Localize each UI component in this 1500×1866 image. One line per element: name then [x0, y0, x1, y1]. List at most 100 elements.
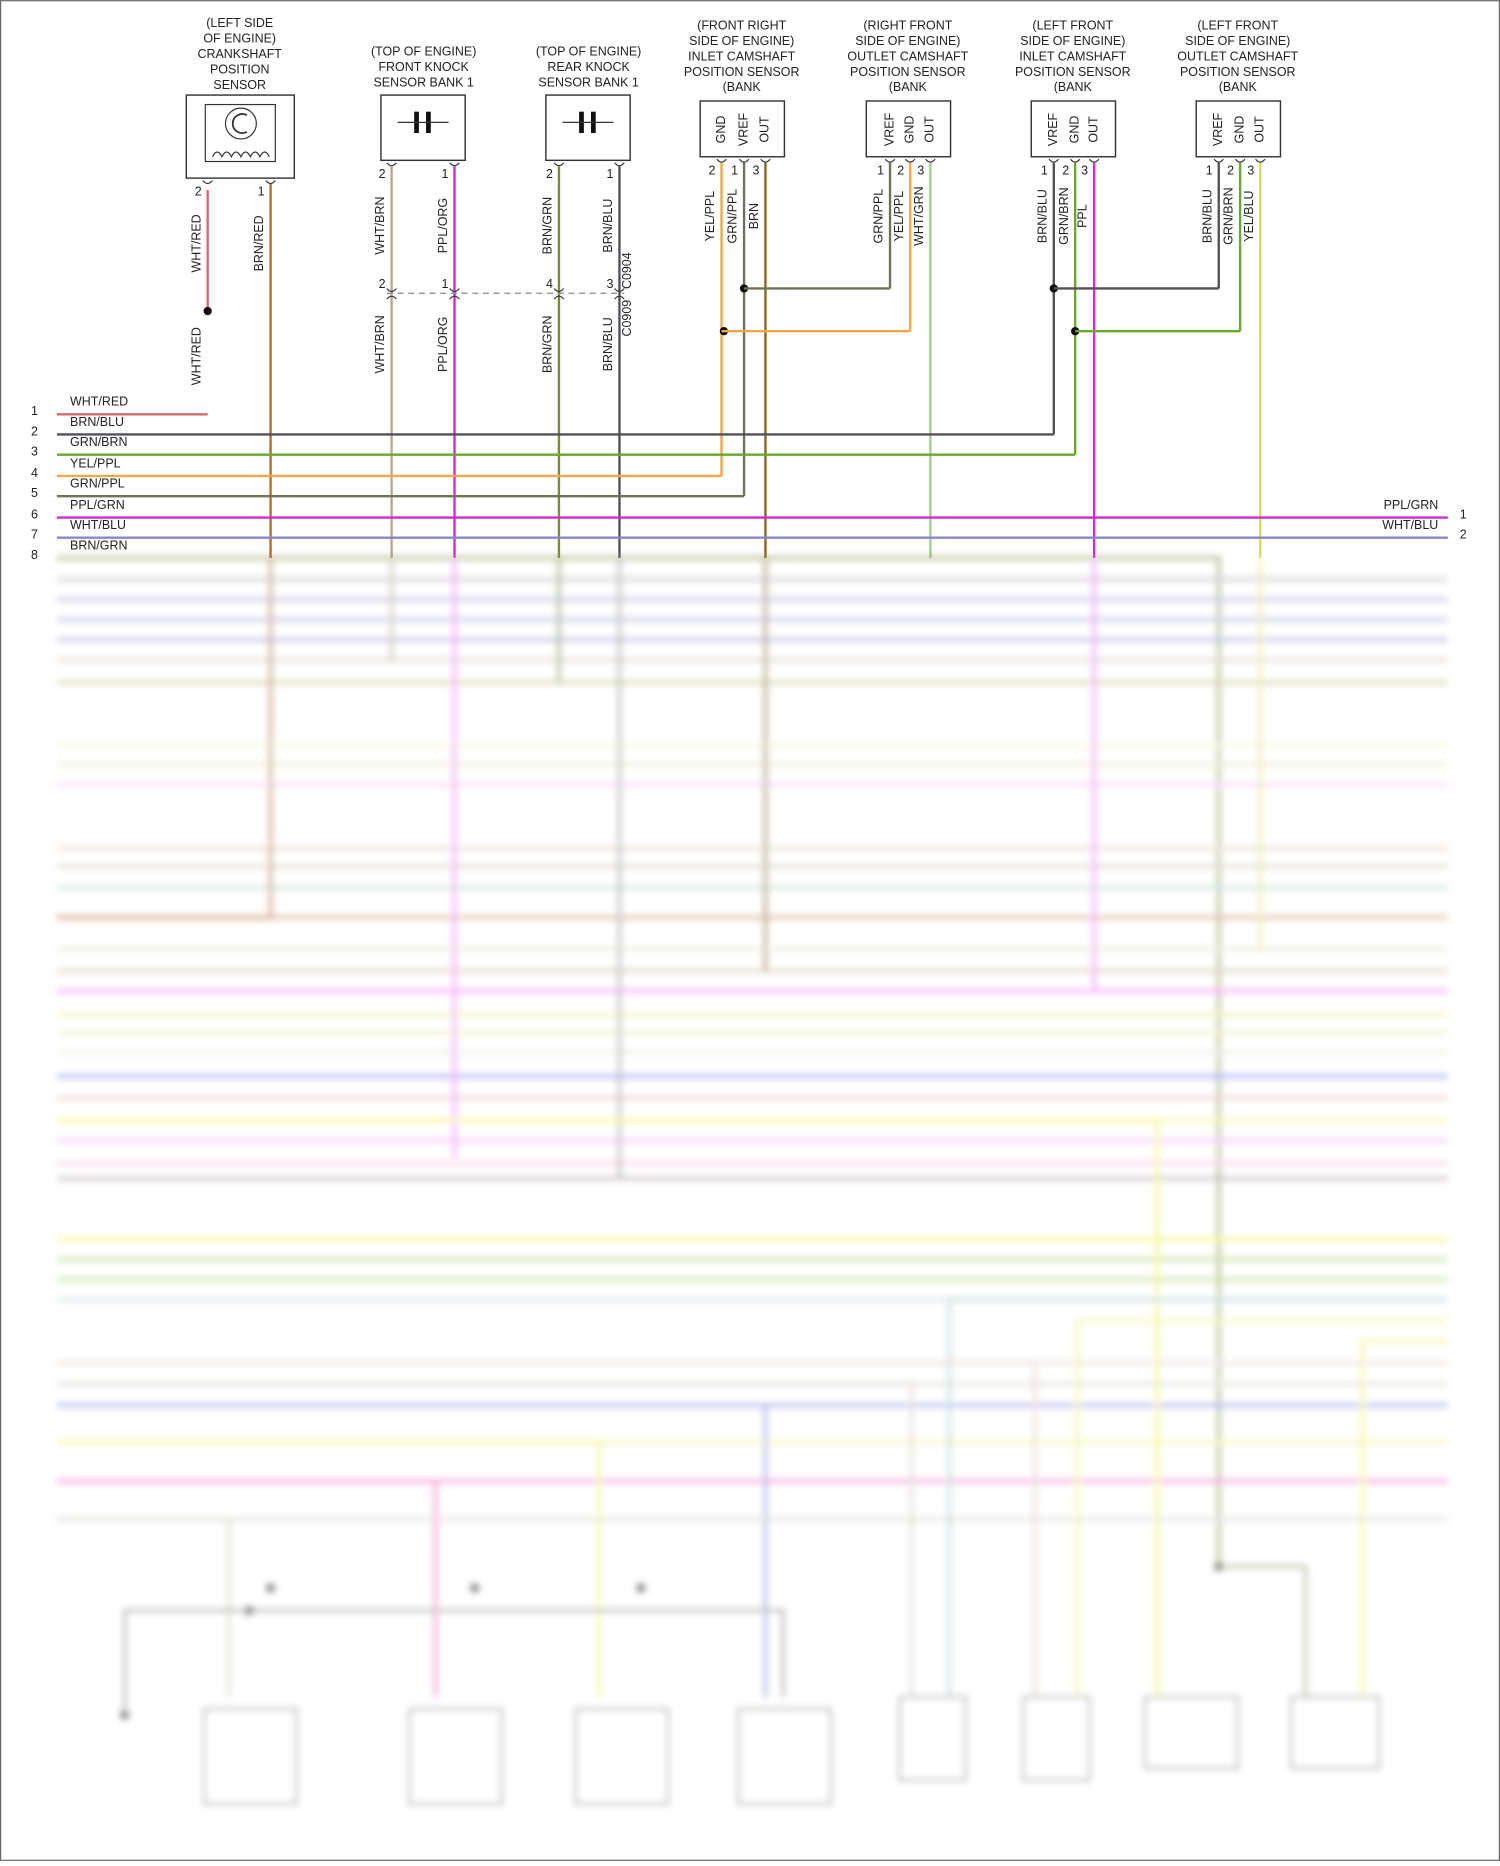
blurred-wire: [122, 1608, 786, 1715]
sensor-label: SENSOR BANK 1: [373, 75, 473, 89]
pin-terminal: [614, 162, 625, 167]
blurred-component: [1143, 1695, 1239, 1770]
sensor-box: [380, 94, 466, 162]
sensor-label: POSITION SENSOR: [684, 65, 800, 79]
wire-label: WHT/RED: [70, 395, 128, 409]
sensor-label: POSITION: [210, 62, 270, 76]
sensor-label: (LEFT FRONT: [1197, 19, 1278, 33]
pin-number: 2: [546, 167, 553, 181]
blurred-component: [574, 1707, 670, 1806]
blurred-component: [1021, 1695, 1091, 1782]
wire-label: BRN/BLU: [1200, 189, 1214, 243]
pin-terminal: [904, 158, 916, 163]
pin-number: 2: [1062, 163, 1069, 177]
blurred-wire: [56, 557, 273, 920]
sensor-label: (LEFT SIDE: [206, 16, 273, 30]
blurred-wire: [1075, 1319, 1448, 1698]
pin-terminal: [202, 180, 213, 185]
sensor-label: CRANKSHAFT: [198, 47, 283, 61]
blurred-wire: [56, 1360, 1037, 1698]
sensor-label: INLET CAMSHAFT: [1019, 49, 1126, 63]
pin-terminal: [1048, 158, 1060, 163]
pin-number: 2: [1227, 163, 1234, 177]
pin-number: 2: [709, 163, 716, 177]
blurred-wire: [1218, 1564, 1308, 1698]
pin-terminal: [449, 288, 460, 300]
wire-label: PPL: [1076, 204, 1090, 228]
blurred-dot: [469, 1583, 480, 1593]
blurred-component: [736, 1707, 832, 1806]
pin-terminal: [738, 158, 750, 163]
coil: [211, 151, 270, 159]
wire-label: PPL/ORG: [436, 317, 450, 372]
wire-label: BRN: [747, 203, 761, 229]
pin-terminal: [1255, 158, 1266, 163]
pin-terminal: [1088, 158, 1100, 163]
blurred-component: [1289, 1695, 1381, 1770]
pin-number: 4: [546, 277, 553, 291]
wire-label: BRN/BLU: [70, 415, 124, 429]
sensor-label: OUTLET CAMSHAFT: [1177, 49, 1298, 63]
sensor-label: REAR KNOCK: [547, 60, 630, 74]
pin-number: 3: [606, 277, 613, 291]
pin-name: GND: [1067, 116, 1081, 144]
pin-number: 1: [31, 404, 38, 418]
sensor-label: (TOP OF ENGINE): [536, 45, 641, 59]
pin-terminal: [925, 158, 936, 163]
pin-name: VREF: [1211, 112, 1225, 146]
sensor-box: [1195, 100, 1282, 158]
connector-name: C0904: [620, 252, 634, 289]
connector-name: C0909: [620, 300, 634, 337]
wire-label: WHT/RED: [189, 214, 203, 272]
pin-number: 1: [1460, 507, 1467, 521]
sensor-body: [204, 103, 276, 163]
pin-number: 3: [917, 163, 924, 177]
pin-name: OUT: [758, 116, 772, 143]
sensor-label: SIDE OF ENGINE): [1185, 34, 1290, 48]
sensor-icon: [231, 113, 248, 134]
wire-label: BRN/RED: [252, 215, 266, 271]
sensor-label: SIDE OF ENGINE): [855, 34, 960, 48]
sensor-label: (RIGHT FRONT: [863, 19, 952, 33]
wire-label: WHT/BRN: [373, 197, 387, 255]
wire-label: GRN/BRN: [70, 435, 127, 449]
sensor-label: (BANK: [1054, 80, 1093, 94]
blurred-dot: [636, 1583, 646, 1593]
wire-label: BRN/BLU: [601, 317, 615, 371]
wire-label: YEL/PPL: [70, 456, 121, 470]
wire-label: BRN/GRN: [70, 538, 127, 552]
sensor-label: (BANK: [723, 80, 762, 94]
pin-number: 8: [31, 548, 38, 562]
blurred-wire: [56, 1517, 231, 1698]
pin-name: VREF: [882, 112, 896, 146]
sensor-label: POSITION SENSOR: [850, 65, 966, 79]
blurred-wire: [56, 1403, 768, 1698]
sensor-label: (FRONT RIGHT: [697, 19, 786, 33]
sensor-box: [185, 94, 296, 179]
sensor-box: [1030, 100, 1117, 158]
sensor-box: [545, 94, 631, 162]
sensor-label: POSITION SENSOR: [1180, 65, 1296, 79]
pin-number: 1: [258, 185, 265, 199]
pin-terminal: [1069, 158, 1081, 163]
sensor-label: FRONT KNOCK: [378, 60, 469, 74]
pin-name: GND: [1232, 116, 1246, 144]
blurred-wire: [947, 1297, 1448, 1698]
pin-name: OUT: [1253, 116, 1267, 143]
pin-number: 2: [195, 185, 202, 199]
pin-terminal: [386, 162, 397, 167]
pin-terminal: [884, 158, 896, 163]
pin-number: 2: [1460, 528, 1467, 542]
wire-label: WHT/BRN: [373, 315, 387, 373]
pin-terminal: [1234, 158, 1246, 163]
wire-label: WHT/GRN: [912, 186, 926, 246]
pin-number: 1: [442, 277, 449, 291]
pin-number: 1: [1041, 163, 1048, 177]
wire-label: YEL/PPL: [892, 191, 906, 242]
pin-number: 1: [442, 167, 449, 181]
blurred-component: [408, 1707, 504, 1806]
sensor-box: [865, 100, 952, 158]
blurred-dot: [1214, 1561, 1224, 1572]
